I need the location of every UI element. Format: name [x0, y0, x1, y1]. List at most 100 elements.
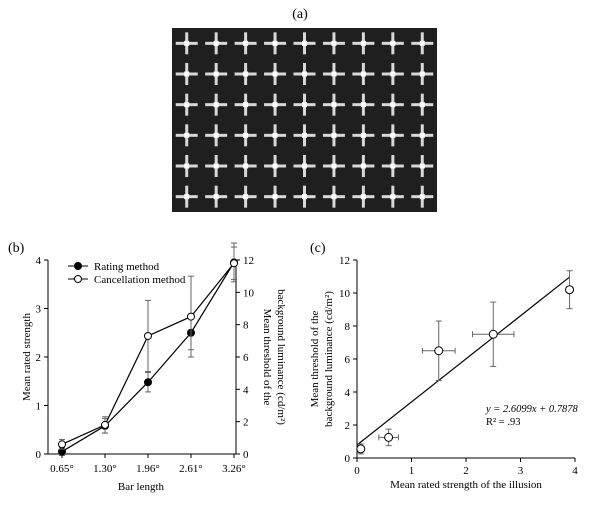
left-y-tick-label: 2	[36, 352, 42, 364]
left-y-axis-title: Mean rated strength	[21, 313, 33, 401]
stimulus-cross	[411, 93, 434, 116]
cross-center	[360, 163, 366, 169]
cross-center	[419, 132, 425, 138]
stimulus-cross	[322, 32, 345, 55]
y-tick-label: 6	[345, 354, 351, 366]
stimulus-cross	[381, 32, 404, 55]
y-tick-label: 2	[345, 420, 351, 432]
cross-center	[302, 102, 307, 108]
data-point	[101, 420, 109, 429]
data-point	[434, 346, 444, 356]
stimulus-cross	[234, 93, 257, 116]
stimulus-cross	[293, 32, 316, 55]
data-point	[230, 259, 238, 268]
stimulus-cross	[352, 185, 375, 208]
scatter-point-group	[378, 428, 399, 447]
cross-center	[184, 71, 190, 77]
data-point	[488, 329, 498, 339]
right-y-tick-label: 8	[243, 320, 249, 332]
cross-center	[302, 163, 307, 169]
stimulus-cross	[352, 93, 375, 116]
stimulus-cross	[234, 63, 257, 85]
cross-center	[331, 132, 337, 138]
legend-marker	[74, 262, 82, 270]
right-y-tick-label: 12	[243, 255, 254, 267]
scatter-point-group	[421, 320, 456, 381]
x-axis-title: Bar length	[118, 481, 165, 493]
cross-center	[390, 194, 396, 200]
stimulus-cross	[352, 155, 375, 177]
right-y-tick-label: 4	[243, 384, 249, 396]
cross-center	[243, 71, 249, 77]
cross-center	[331, 163, 337, 169]
y-axis-title-line: background luminance (cd/m²)	[323, 291, 335, 427]
x-tick-label: 0	[354, 465, 360, 477]
cross-center	[331, 40, 337, 46]
cross-center	[243, 163, 249, 169]
regression-equation: y = 2.6099x + 0.7878	[485, 404, 578, 415]
cross-center	[243, 132, 249, 138]
cross-center	[184, 132, 190, 138]
right-y-axis-title-line: Mean threshold of the	[261, 309, 273, 406]
cross-center	[360, 194, 366, 200]
stimulus-cross	[264, 185, 287, 208]
stimulus-cross	[322, 185, 345, 208]
y-tick-label: 12	[339, 255, 350, 267]
right-y-axis-title-line: background luminance (cd/m²)	[275, 289, 287, 425]
cross-center	[272, 163, 278, 169]
cross-center	[419, 102, 425, 108]
stimulus-cross	[293, 124, 316, 147]
x-tick-label: 4	[572, 465, 578, 477]
cross-center	[272, 132, 278, 138]
y-tick-label: 4	[345, 387, 351, 399]
y-axis-title-line: Mean threshold of the	[309, 310, 321, 407]
stimulus-background	[172, 28, 437, 212]
cross-center	[390, 163, 396, 169]
cross-center	[213, 40, 219, 46]
cross-center	[184, 163, 190, 169]
stimulus-cross	[205, 63, 228, 85]
stimulus-cross	[205, 155, 228, 177]
stimulus-cross	[381, 63, 404, 85]
cross-center	[302, 132, 307, 138]
x-axis-title: Mean rated strength of the illusion	[390, 479, 542, 491]
cross-center	[184, 40, 190, 46]
right-y-tick-label: 2	[243, 417, 249, 429]
cross-center	[419, 71, 425, 77]
stimulus-cross	[205, 32, 228, 55]
cross-center	[213, 102, 219, 108]
legend-label: Cancellation method	[94, 274, 186, 286]
data-point	[144, 378, 152, 387]
stimulus-cross	[175, 185, 198, 208]
x-tick-label: 2.61°	[179, 463, 203, 475]
cross-center	[419, 40, 425, 46]
right-y-tick-label: 10	[243, 287, 255, 299]
cross-center	[419, 163, 425, 169]
legend-label: Rating method	[94, 261, 160, 273]
cross-center	[243, 102, 249, 108]
stimulus-cross	[411, 63, 434, 85]
stimulus-cross	[293, 185, 316, 208]
stimulus-cross	[234, 185, 257, 208]
stimulus-cross	[234, 32, 257, 55]
cross-center	[272, 40, 278, 46]
cross-center	[390, 102, 396, 108]
data-point	[356, 444, 366, 454]
cross-center	[213, 194, 219, 200]
stimulus-cross	[411, 124, 434, 147]
stimulus-cross	[322, 155, 345, 177]
cross-center	[360, 132, 366, 138]
data-point	[384, 432, 394, 442]
cross-center	[360, 40, 366, 46]
x-tick-label: 3	[518, 465, 524, 477]
stimulus-cross-grid	[175, 32, 434, 208]
stimulus-cross	[264, 93, 287, 116]
stimulus-cross	[175, 63, 198, 85]
regression-line	[356, 276, 570, 446]
stimulus-cross	[234, 124, 257, 147]
data-point	[565, 285, 575, 295]
